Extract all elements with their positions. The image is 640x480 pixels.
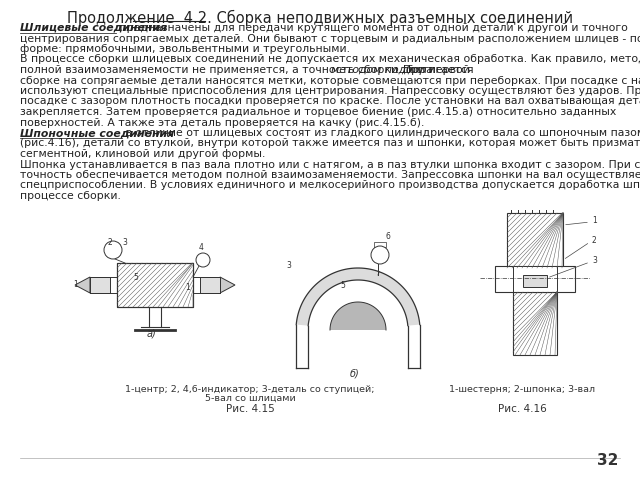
Text: 1-шестерня; 2-шпонка; 3-вал: 1-шестерня; 2-шпонка; 3-вал bbox=[449, 385, 595, 394]
Circle shape bbox=[104, 241, 122, 259]
Text: б): б) bbox=[350, 368, 360, 378]
Text: 2: 2 bbox=[107, 238, 112, 247]
Text: . При первой: . При первой bbox=[396, 65, 470, 75]
Bar bbox=[374, 242, 386, 247]
Text: центрирования сопрягаемых деталей. Они бывают с торцевым и радиальным расположен: центрирования сопрягаемых деталей. Они б… bbox=[20, 34, 640, 44]
Text: форме: прямобочными, эвольвентными и треугольными.: форме: прямобочными, эвольвентными и тре… bbox=[20, 44, 350, 54]
Bar bbox=[200, 277, 220, 293]
Text: 1-центр; 2, 4,6-индикатор; 3-деталь со ступицей;: 1-центр; 2, 4,6-индикатор; 3-деталь со с… bbox=[125, 385, 375, 394]
Polygon shape bbox=[330, 302, 386, 330]
Bar bbox=[117, 263, 193, 307]
Text: спецприспособлении. В условиях единичного и мелкосерийного производства допускае: спецприспособлении. В условиях единичног… bbox=[20, 180, 640, 191]
Polygon shape bbox=[296, 268, 420, 325]
Text: 5-вал со шлицами: 5-вал со шлицами bbox=[205, 394, 296, 403]
Bar bbox=[513, 292, 557, 355]
Text: 1: 1 bbox=[592, 216, 596, 225]
Text: 3: 3 bbox=[122, 238, 127, 247]
Bar bbox=[495, 266, 575, 292]
Text: 6: 6 bbox=[386, 232, 391, 241]
Text: 5: 5 bbox=[340, 281, 345, 290]
Text: полной взаимозаменяемости не применяется, а точность сборки достигается: полной взаимозаменяемости не применяется… bbox=[20, 65, 477, 75]
Text: Шлицевые соединения: Шлицевые соединения bbox=[20, 23, 167, 33]
Text: 1: 1 bbox=[185, 283, 189, 292]
Text: 1: 1 bbox=[73, 280, 77, 289]
Text: точность обеспечивается методом полной взаимозаменяемости. Запрессовка шпонки на: точность обеспечивается методом полной в… bbox=[20, 170, 640, 180]
Text: закрепляется. Затем проверяется радиальное и торцевое биение (рис.4.15.а) относи: закрепляется. Затем проверяется радиальн… bbox=[20, 107, 616, 117]
Polygon shape bbox=[220, 277, 235, 293]
Text: сборке на сопрягаемые детали наносятся метки, которые совмещаются при переборках: сборке на сопрягаемые детали наносятся м… bbox=[20, 75, 640, 85]
Text: 3: 3 bbox=[286, 261, 291, 270]
Circle shape bbox=[196, 253, 210, 267]
Text: процессе сборки.: процессе сборки. bbox=[20, 191, 121, 201]
Text: в отличие от шлицевых состоят из гладкого цилиндрического вала со шпоночным пазо: в отличие от шлицевых состоят из гладког… bbox=[122, 128, 640, 138]
Text: а): а) bbox=[147, 329, 157, 339]
Text: (рис.4.16), детали со втулкой, внутри которой также имеется паз и шпонки, котора: (рис.4.16), детали со втулкой, внутри ко… bbox=[20, 139, 640, 148]
Text: поверхностей. А также эта деталь проверяется на качку (рис.4.15.б).: поверхностей. А также эта деталь проверя… bbox=[20, 118, 424, 128]
Text: 2: 2 bbox=[592, 236, 596, 245]
Text: 3: 3 bbox=[592, 256, 597, 265]
Text: 32: 32 bbox=[596, 453, 618, 468]
Bar bbox=[117, 263, 193, 307]
Bar bbox=[513, 266, 557, 292]
Text: Рис. 4.15: Рис. 4.15 bbox=[226, 404, 275, 414]
Text: Продолжение  4.2. Сборка неподвижных разъемных соединений: Продолжение 4.2. Сборка неподвижных разъ… bbox=[67, 10, 573, 26]
Text: Шпонка устанавливается в паз вала плотно или с натягом, а в паз втулки шпонка вх: Шпонка устанавливается в паз вала плотно… bbox=[20, 159, 640, 169]
Circle shape bbox=[371, 246, 389, 264]
Text: Шпоночные соединения: Шпоночные соединения bbox=[20, 128, 174, 138]
Text: используют специальные приспособления для центрирования. Напрессовку осуществляю: используют специальные приспособления дл… bbox=[20, 86, 640, 96]
Text: В процессе сборки шлицевых соединений не допускается их механическая обработка. : В процессе сборки шлицевых соединений не… bbox=[20, 55, 640, 64]
Text: посадке с зазором плотность посадки проверяется по краске. После установки на ва: посадке с зазором плотность посадки пров… bbox=[20, 96, 640, 107]
Text: методом подбора: методом подбора bbox=[331, 65, 433, 75]
Polygon shape bbox=[75, 277, 90, 293]
Text: предназначены для передачи крутящего момента от одной детали к другой и точного: предназначены для передачи крутящего мом… bbox=[116, 23, 628, 33]
Bar bbox=[90, 277, 110, 293]
Text: 4: 4 bbox=[199, 243, 204, 252]
Text: сегментной, клиновой или другой формы.: сегментной, клиновой или другой формы. bbox=[20, 149, 266, 159]
Text: 5: 5 bbox=[133, 273, 138, 282]
Bar bbox=[523, 275, 547, 287]
Text: Рис. 4.16: Рис. 4.16 bbox=[498, 404, 547, 414]
Bar bbox=[507, 213, 563, 268]
